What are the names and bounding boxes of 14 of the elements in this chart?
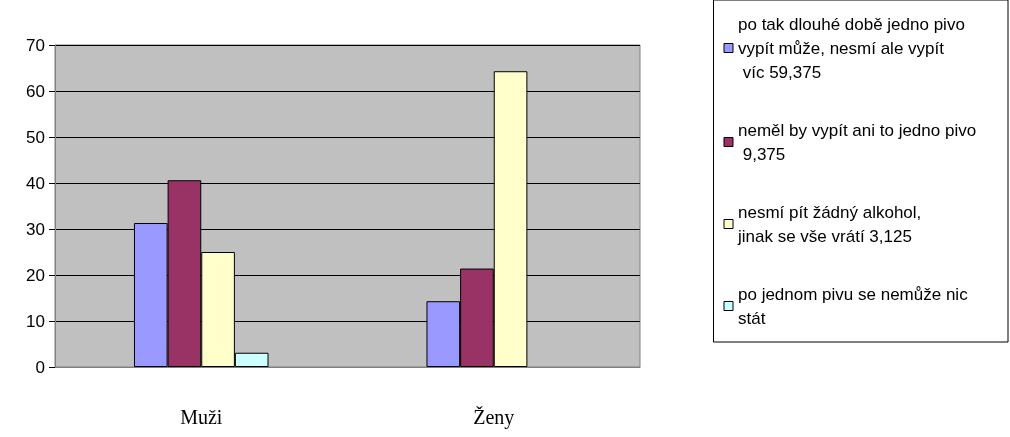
y-tick-label: 0 xyxy=(35,357,45,377)
y-tick-label: 30 xyxy=(26,219,45,239)
legend-label: po tak dlouhé době jedno pivo vypít může, nesmí ale vypít víc 59,375 xyxy=(738,14,970,82)
y-tick-label: 10 xyxy=(26,311,45,331)
x-tick-label: Ženy xyxy=(473,406,515,429)
y-tick-label: 40 xyxy=(26,173,45,193)
y-tick-label: 70 xyxy=(26,35,45,55)
legend-label: neměl by vypít ani to jedno pivo 9,375 xyxy=(738,120,977,164)
legend-label: po jednom pivu se nemůže nic stát xyxy=(738,284,973,328)
y-tick-label: 50 xyxy=(26,127,45,147)
y-tick-label: 20 xyxy=(26,265,45,285)
legend-label: nesmí pít žádný alkohol, jinak se vše vrátí 3,125 xyxy=(737,202,927,246)
x-tick-label: Muži xyxy=(180,406,223,428)
y-tick-label: 60 xyxy=(26,81,45,101)
